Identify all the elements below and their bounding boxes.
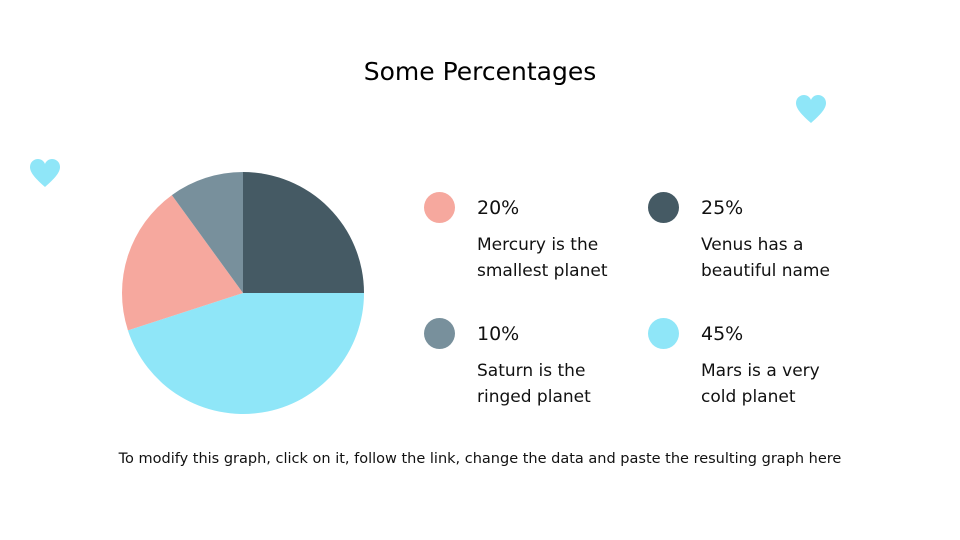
legend-item-saturn: 10% Saturn is the ringed planet <box>424 318 624 418</box>
legend-percent: 10% <box>477 323 520 345</box>
pie-slice-saturn[interactable] <box>171 172 243 293</box>
legend-description: Venus has a beautiful name <box>701 235 830 281</box>
legend-swatch <box>424 192 455 223</box>
pie-chart[interactable] <box>118 168 368 418</box>
pie-slice-venus[interactable] <box>243 172 364 293</box>
heart-shape <box>30 159 60 187</box>
heart-icon <box>796 95 826 123</box>
legend-description: Mercury is the smallest planet <box>477 235 608 281</box>
footnote: To modify this graph, click on it, follo… <box>118 451 842 467</box>
pie-slice-mars[interactable] <box>127 293 364 415</box>
page-title: Some Percentages <box>363 57 597 86</box>
heart-shape <box>796 95 826 123</box>
heart-icon <box>30 159 60 187</box>
legend-percent: 45% <box>701 323 744 345</box>
legend-item-mercury: 20% Mercury is the smallest planet <box>424 192 624 292</box>
legend-item-mars: 45% Mars is a very cold planet <box>648 318 848 418</box>
legend-percent: 25% <box>701 197 744 219</box>
legend-swatch <box>648 192 679 223</box>
legend-swatch <box>648 318 679 349</box>
legend-item-venus: 25% Venus has a beautiful name <box>648 192 848 292</box>
legend-description: Saturn is the ringed planet <box>477 361 591 407</box>
legend-description: Mars is a very cold planet <box>701 361 820 407</box>
pie-slice-mercury[interactable] <box>121 195 243 331</box>
legend-percent: 20% <box>477 197 520 219</box>
legend-swatch <box>424 318 455 349</box>
